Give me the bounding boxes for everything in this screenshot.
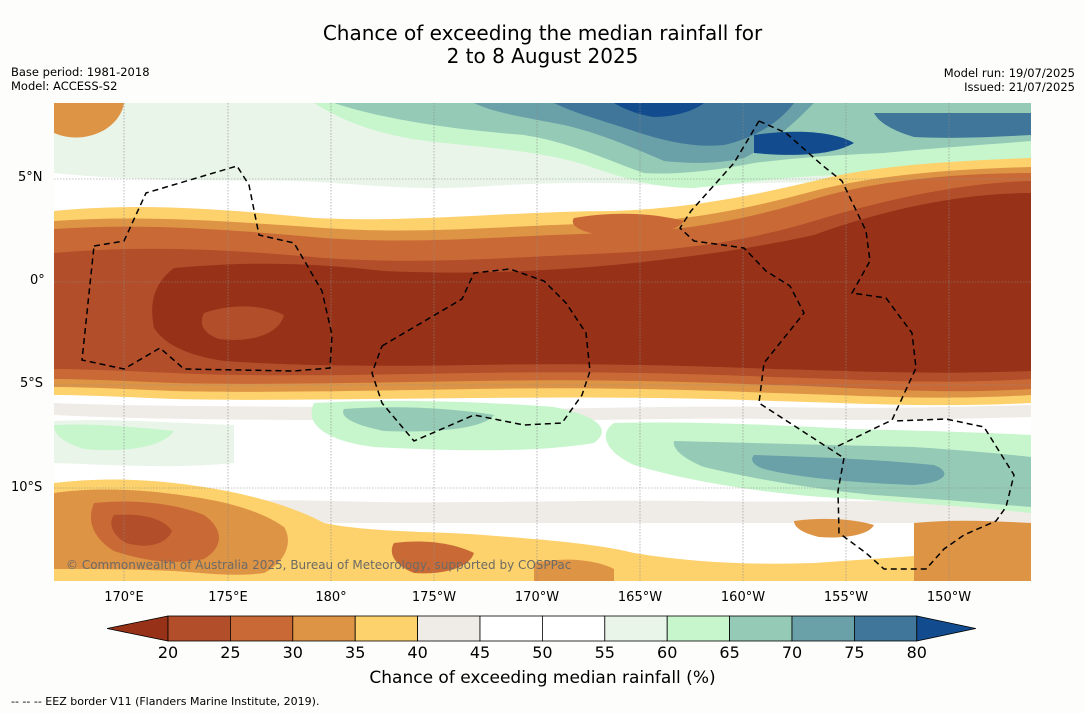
lon-label-150w: 150°W [926,590,972,605]
base-period: Base period: 1981-2018 [11,65,150,79]
colorbar-segment [729,615,793,642]
graticule [54,103,1031,581]
lon-label-160w: 160°W [720,590,766,605]
meta-left: Base period: 1981-2018 Model: ACCESS-S2 [11,65,150,93]
colorbar-tick-label: 55 [594,643,615,662]
colorbar-tick-label: 45 [469,643,491,662]
lon-label-175e: 175°E [208,590,248,605]
eez-borders [81,120,1015,570]
colorbar-arrow-high [916,615,976,642]
colorbar-tick-label: 75 [844,643,865,662]
colorbar-tick-label: 40 [407,643,428,662]
colorbar-tick-label: 70 [781,643,803,662]
lon-label-170e: 170°E [104,590,144,605]
eez-border-east2 [679,120,845,459]
colorbar-tick-label: 80 [906,643,927,662]
colorbar-tick-label: 35 [345,643,366,662]
map-title: Chance of exceeding the median rainfall … [0,22,1085,68]
region-30-35-southeast [914,520,1031,581]
colorbar-tick-label: 50 [532,643,553,662]
region-20-25-southwest [111,514,172,546]
colorbar-tick-label: 65 [719,643,740,662]
lon-label-155w: 155°W [823,590,869,605]
colorbar-arrow-low [107,615,169,642]
model-name: Model: ACCESS-S2 [11,79,118,93]
region-30-35-southeast2 [794,518,874,538]
lon-label-170w: 170°W [514,590,560,605]
colorbar-segment [230,615,294,642]
colorbar-segment [292,615,356,642]
region-25-30-patch [572,213,684,237]
colorbar-segment [167,615,231,642]
region-80-north [554,103,794,146]
eez-legend-note: -- -- -- EEZ border V11 (Flanders Marine… [11,695,320,708]
colorbar-segment [479,615,543,642]
meta-right: Model run: 19/07/2025 Issued: 21/07/2025 [944,66,1075,94]
colorbar-tick-label: 30 [282,643,303,662]
colorbar-segment [604,615,668,642]
region-30-35-south [534,559,614,581]
region-below-20-equatorial [152,193,1031,373]
eez-border-central [371,268,591,442]
eez-border-west [81,165,333,372]
colorbar-title: Chance of exceeding median rainfall (%) [369,668,716,688]
title-line2: 2 to 8 August 2025 [446,44,639,68]
colorbar-segment [354,615,418,642]
colorbar-tick-label: 20 [157,643,179,662]
lat-label-5n: 5°N [18,170,43,185]
colorbar-tick-label: 60 [657,643,678,662]
region-35-40-south [54,479,1031,581]
region-80-plus-northeast [754,131,854,155]
colorbar [107,615,976,642]
colorbar-segment [417,615,481,642]
region-75-80-southeast [752,455,945,485]
colorbar-segment [666,615,731,642]
colorbar-tick-label: 25 [220,643,241,662]
lon-label-180: 180° [315,590,347,605]
region-65-70-southwest [54,424,174,451]
lat-label-10s: 10°S [11,480,43,495]
region-20-25-west [69,277,154,333]
title-line1: Chance of exceeding the median rainfall … [322,21,763,45]
region-80-northeast [874,113,1031,138]
lon-label-165w: 165°W [617,590,663,605]
region-25-30-south [391,541,474,574]
region-dry-northwest [54,103,124,138]
region-20-25-west2 [201,306,284,340]
region-80-plus-north [614,103,704,117]
issued-date: Issued: 21/07/2025 [964,80,1075,94]
colorbar-segment [541,615,606,642]
lat-label-0: 0° [30,273,45,288]
colorbar-segment [854,615,918,642]
lat-label-5s: 5°S [20,376,44,391]
copyright-credit: © Commonwealth of Australia 2025, Bureau… [66,558,572,572]
region-70-75-south [343,407,494,432]
model-run: Model run: 19/07/2025 [943,66,1075,80]
eez-border-southeast [837,418,1015,570]
rainfall-map [54,103,1031,581]
lon-label-175w: 175°W [411,590,457,605]
colorbar-segment [791,615,855,642]
